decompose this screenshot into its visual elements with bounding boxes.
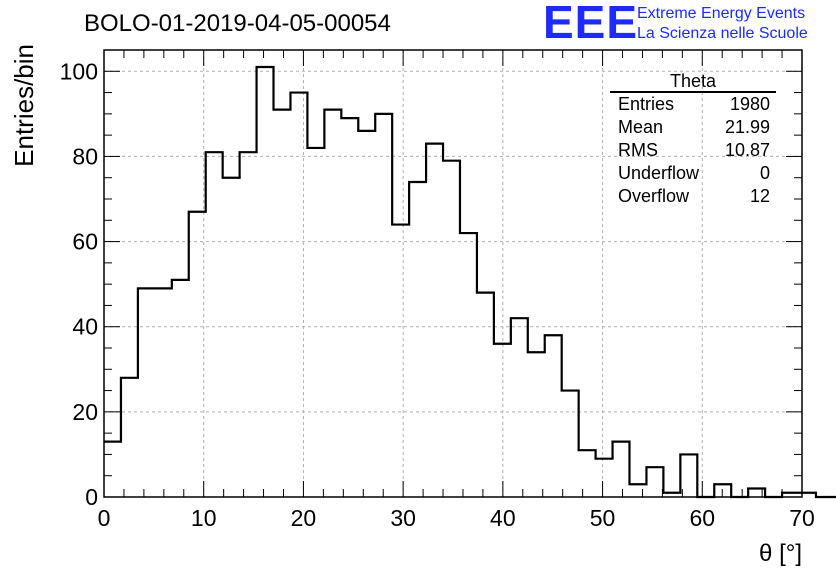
x-tick-label: 20: [291, 505, 317, 531]
histogram-bin: [257, 67, 274, 497]
histogram-bin: [596, 459, 613, 497]
histogram-bin: [290, 93, 307, 497]
histogram-bin: [324, 110, 341, 497]
stats-row-mean: Mean 21.99: [610, 116, 776, 139]
stats-row-entries: Entries 1980: [610, 93, 776, 116]
histogram-bin: [341, 118, 358, 497]
y-tick-label: 40: [72, 314, 98, 340]
histogram-bin: [782, 493, 799, 497]
y-tick-label: 100: [60, 58, 98, 84]
histogram-bin: [409, 182, 426, 497]
x-tick-label: 70: [789, 505, 815, 531]
histogram-outline: [104, 65, 836, 499]
logo-line1: Extreme Energy Events: [637, 5, 806, 22]
stats-box: Theta Entries 1980 Mean 21.99 RMS 10.87 …: [610, 72, 776, 208]
stats-label: Mean: [618, 117, 664, 137]
y-axis-label: Entries/bin: [9, 44, 39, 167]
histogram-bin: [646, 467, 663, 497]
histogram-bin: [629, 484, 646, 497]
stats-row-overflow: Overflow 12: [610, 185, 776, 208]
histogram-bin: [460, 233, 477, 497]
stats-value: 1980: [729, 94, 770, 114]
histogram-bin: [121, 378, 138, 497]
histogram-bin: [104, 442, 121, 497]
stats-row-rms: RMS 10.87: [610, 139, 776, 162]
y-tick-label: 0: [85, 484, 98, 510]
eee-logo: EEE Extreme Energy Events La Scienza nel…: [543, 0, 833, 48]
x-tick-label: 60: [689, 505, 715, 531]
histogram-bin: [375, 114, 392, 497]
stats-label: RMS: [618, 140, 658, 160]
histogram-bin: [579, 450, 596, 497]
stats-value: 0: [759, 163, 770, 183]
histogram-bin: [528, 352, 545, 497]
x-tick-label: 0: [98, 505, 111, 531]
plot-title: BOLO-01-2019-04-05-00054: [84, 10, 391, 37]
x-tick-label: 50: [590, 505, 616, 531]
histogram-bin: [680, 454, 697, 497]
histogram-bin: [358, 131, 375, 497]
histogram-bin: [240, 152, 257, 497]
histogram-bin: [307, 148, 324, 497]
x-tick-label: 40: [490, 505, 516, 531]
x-tick-label: 10: [191, 505, 217, 531]
plot-frame: [103, 49, 803, 498]
histogram-bin: [663, 493, 680, 497]
histogram-bin: [223, 178, 240, 497]
histogram-bin: [613, 442, 630, 497]
histogram-bin: [206, 152, 223, 497]
stats-label: Underflow: [618, 163, 700, 183]
y-tick-label: 20: [72, 399, 98, 425]
x-tick-label: 30: [390, 505, 416, 531]
histogram-bin: [545, 335, 562, 497]
stats-label: Entries: [618, 94, 675, 114]
histogram-bin: [426, 144, 443, 497]
logo-line2: La Scienza nelle Scuole: [637, 25, 808, 42]
logo-mark: EEE: [543, 0, 639, 48]
y-tick-label: 60: [72, 229, 98, 255]
histogram-bin: [172, 280, 189, 497]
histogram-bin: [392, 225, 409, 497]
histogram-bin: [155, 288, 172, 497]
stats-title: Theta: [610, 72, 776, 93]
histogram-bin: [714, 484, 731, 497]
histogram-bin: [511, 318, 528, 497]
histogram-bin: [477, 293, 494, 497]
x-axis-label: θ [°]: [759, 540, 802, 567]
histogram-bin: [494, 344, 511, 497]
stats-value: 12: [749, 186, 770, 206]
histogram-bin: [562, 391, 579, 497]
stats-row-underflow: Underflow 0: [610, 162, 776, 185]
histogram-bin: [799, 493, 816, 497]
histogram-bin: [138, 288, 155, 497]
y-tick-label: 80: [72, 143, 98, 169]
histogram-bin: [443, 161, 460, 497]
stats-label: Overflow: [618, 186, 690, 206]
histogram-bin: [189, 212, 206, 497]
stats-value: 10.87: [724, 140, 770, 160]
histogram-bin: [748, 488, 765, 497]
histogram-bin: [274, 110, 291, 497]
stats-value: 21.99: [724, 117, 770, 137]
